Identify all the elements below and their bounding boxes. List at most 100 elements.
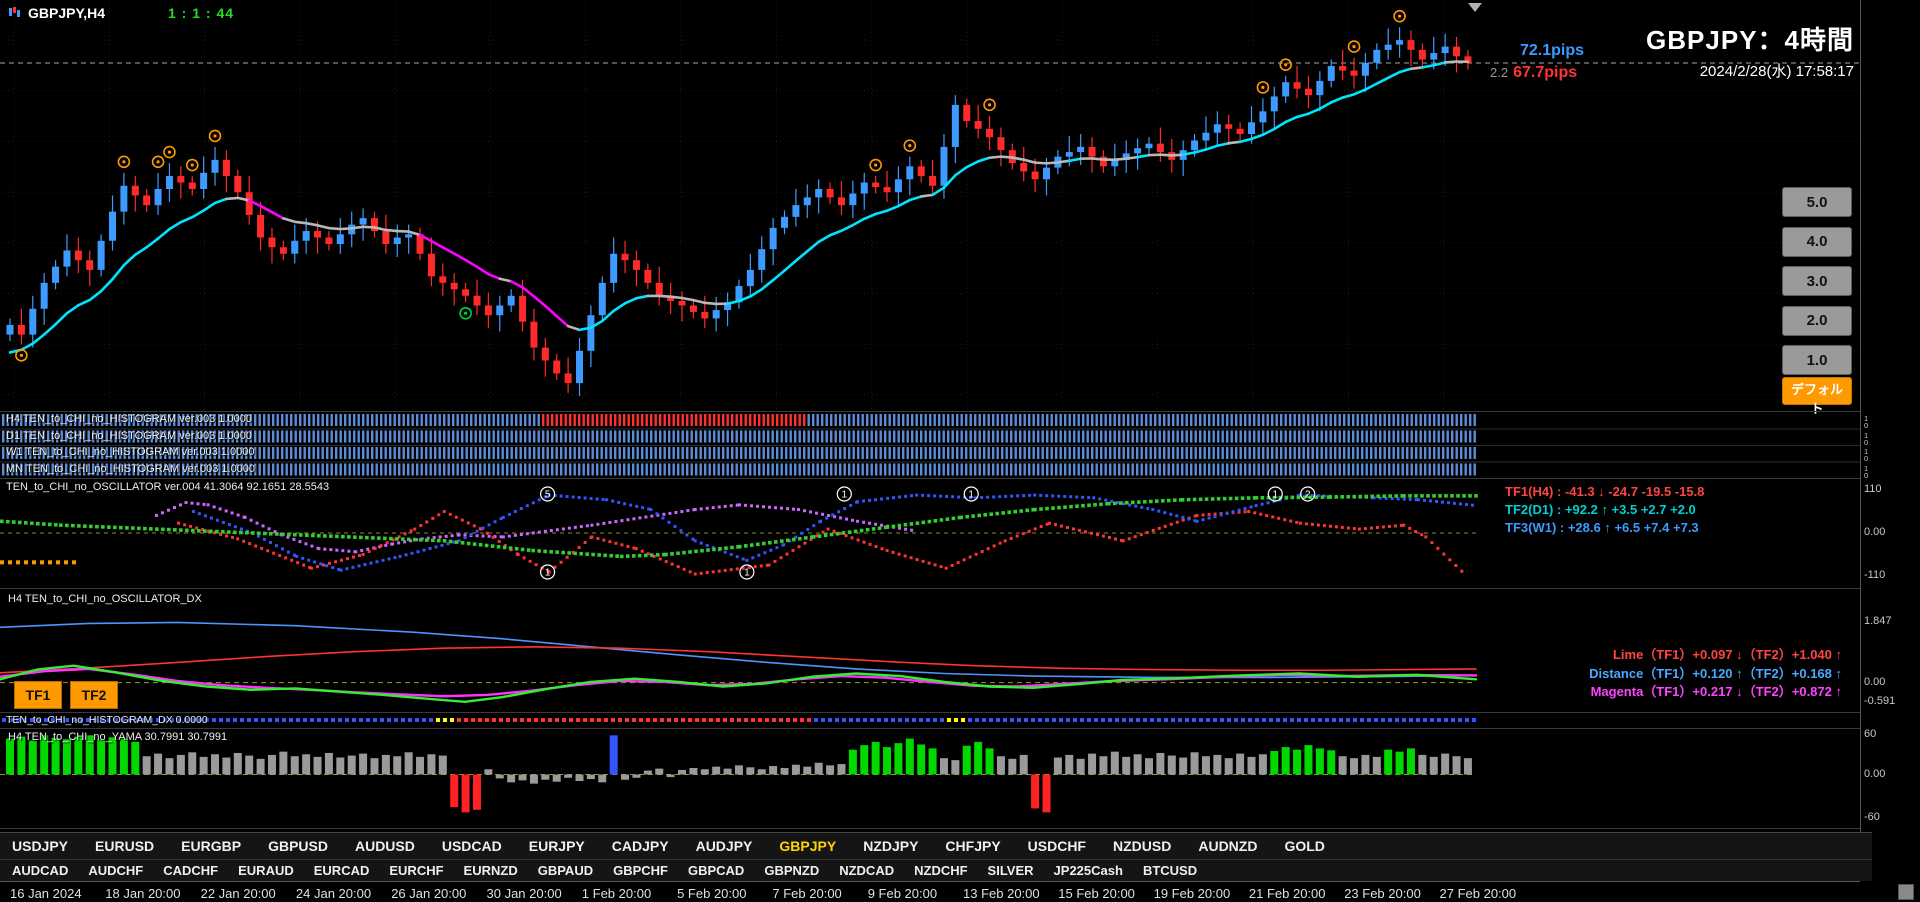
- level-button-3.0[interactable]: 3.0: [1782, 266, 1852, 296]
- symbol-tab-gbpcad[interactable]: GBPCAD: [687, 863, 745, 878]
- symbol-tab-nzdchf[interactable]: NZDCHF: [914, 863, 968, 878]
- oscillator-panel[interactable]: 5 1 1 1 1 1 2: [0, 479, 1860, 587]
- symbol-tab-jp225cash[interactable]: JP225Cash: [1053, 863, 1123, 878]
- symbol-tab-eurjpy[interactable]: EURJPY: [528, 838, 585, 854]
- symbol-tab-eurgbp[interactable]: EURGBP: [181, 838, 242, 854]
- tf2-button[interactable]: TF2: [70, 681, 118, 709]
- symbol-period-text: GBPJPY,H4: [28, 5, 106, 21]
- symbol-tab-audusd[interactable]: AUDUSD: [354, 838, 415, 854]
- symbol-tab-audcad[interactable]: AUDCAD: [12, 863, 69, 878]
- signal-marker: [903, 139, 917, 152]
- symbol-tab-usdjpy[interactable]: USDJPY: [12, 838, 69, 854]
- signal-marker: [1347, 40, 1361, 53]
- histogram-row-4: [2, 463, 1476, 476]
- cycle-number-circle: [1267, 486, 1283, 502]
- histogram-dx-strip[interactable]: [0, 714, 1860, 727]
- level-button-1.0[interactable]: 1.0: [1782, 345, 1852, 375]
- price-axis[interactable]: 190.850190.070189.270188.495187.715186.9…: [1860, 0, 1920, 411]
- panel-separator: [0, 828, 1860, 829]
- level-button-5.0[interactable]: 5.0: [1782, 187, 1852, 217]
- subwindow-axis-label: 1: [1864, 463, 1869, 473]
- subwindow-axis-label: 0.00: [1864, 526, 1886, 538]
- yama-label: H4 TEN_to_CHI_no_YAMA 30.7991 30.7991: [8, 731, 228, 743]
- signal-marker: [1393, 9, 1406, 23]
- oscillator-series-green: [0, 494, 1478, 559]
- subwindow-axis-label: 0: [1864, 470, 1869, 480]
- symbol-tabs-row2: AUDCAD AUDCHF CADCHF EURAUD EURCAD EURCHF EURN…: [0, 859, 1872, 881]
- candles: [6, 27, 1472, 397]
- date-axis-label: 24 Jan 20:00: [295, 886, 372, 901]
- symbol-tab-audchf[interactable]: AUDCHF: [88, 863, 144, 878]
- symbol-tab-silver[interactable]: SILVER: [987, 863, 1034, 878]
- subwindow-axis-label: 0: [1864, 421, 1869, 430]
- symbol-tab-gbpusd[interactable]: GBPUSD: [268, 838, 328, 854]
- symbol-tab-euraud[interactable]: EURAUD: [238, 863, 294, 878]
- histogram-rows-panel[interactable]: [0, 412, 1860, 478]
- symbol-tab-eurcad[interactable]: EURCAD: [313, 863, 370, 878]
- oscillator-readout: TF3(W1) : +28.6 ↑ +6.5 +7.4 +7.3: [1505, 520, 1699, 535]
- symbol-tab-btcusd[interactable]: BTCUSD: [1142, 863, 1198, 878]
- default-button[interactable]: デフォルト: [1782, 377, 1852, 416]
- symbol-tab-eurusd[interactable]: EURUSD: [95, 838, 155, 854]
- symbol-tab-cadchf[interactable]: CADCHF: [163, 863, 219, 878]
- spread-label: 2.2: [1490, 65, 1509, 80]
- symbol-tab-usdcad[interactable]: USDCAD: [441, 838, 502, 854]
- symbol-tab-gbpnzd[interactable]: GBPNZD: [764, 863, 820, 878]
- symbol-tab-eurnzd[interactable]: EURNZD: [463, 863, 518, 878]
- date-axis-label: 22 Jan 20:00: [200, 886, 276, 901]
- panel-separator[interactable]: [0, 728, 1860, 729]
- date-axis-label: 18 Jan 20:00: [105, 886, 181, 901]
- date-axis-label: 30 Jan 20:00: [486, 886, 562, 901]
- chart-shift-marker[interactable]: [1468, 3, 1482, 12]
- date-axis[interactable]: 16 Jan 2024 18 Jan 20:00 22 Jan 20:00 24 Ja…: [0, 881, 1860, 902]
- dx-line-red: [0, 646, 1477, 674]
- symbol-tab-chfjpy[interactable]: CHFJPY: [945, 838, 1001, 854]
- symbol-tab-nzdusd[interactable]: NZDUSD: [1113, 838, 1172, 854]
- chart-icon: [8, 5, 22, 21]
- histogram-row4-label: MN TEN_to_CHI_no_HISTOGRAM ver.003 1.000…: [6, 463, 256, 475]
- level-button-2.0[interactable]: 2.0: [1782, 305, 1852, 336]
- symbol-tab-cadjpy[interactable]: CADJPY: [611, 838, 669, 854]
- symbol-tab-audjpy[interactable]: AUDJPY: [695, 838, 753, 854]
- datetime-label: 2024/2/28(水) 17:58:17: [1699, 63, 1854, 80]
- tf1-button[interactable]: TF1: [14, 681, 62, 709]
- symbol-tab-eurchf[interactable]: EURCHF: [389, 863, 444, 878]
- level-button-4.0[interactable]: 4.0: [1782, 226, 1852, 257]
- signal-marker: [1256, 81, 1270, 94]
- symbol-tab-gbpjpy[interactable]: GBPJPY: [779, 838, 837, 854]
- symbol-tab-nzdjpy[interactable]: NZDJPY: [863, 838, 919, 854]
- panel-separator[interactable]: [0, 588, 1860, 589]
- symbol-tab-gold[interactable]: GOLD: [1284, 838, 1325, 854]
- subwindow-axes: 1 0 1 0 1 0 1 0 110 0.00 -110 1.847 0.00 -0.591 60 0.00…: [1860, 411, 1920, 831]
- resize-grip[interactable]: [1898, 884, 1914, 900]
- panel-separator[interactable]: [0, 712, 1860, 713]
- oscillator-dx-label: H4 TEN_to_CHI_no_OSCILLATOR_DX: [8, 593, 202, 605]
- grid: [0, 0, 1860, 411]
- date-axis-label: 21 Feb 20:00: [1248, 886, 1326, 901]
- symbol-tab-nzdcad[interactable]: NZDCAD: [839, 863, 895, 878]
- panel-separator[interactable]: [0, 411, 1860, 412]
- subwindow-axis-label: -0.591: [1864, 695, 1896, 707]
- dx-readout: Distance（TF1）+0.120 ↑（TF2）+0.168 ↑: [1589, 665, 1842, 681]
- svg-text:2: 2: [1305, 490, 1311, 501]
- main-candlestick-chart[interactable]: [0, 0, 1860, 411]
- symbol-tab-gbpchf[interactable]: GBPCHF: [613, 863, 668, 878]
- signal-markers: [15, 9, 1406, 362]
- oscillator-series-orange: [0, 560, 76, 565]
- oscillator-dx-panel[interactable]: [0, 590, 1860, 711]
- symbol-tabs-row1: USDJPY EURUSD EURGBP GBPUSD AUDUSD USDCAD EURJ…: [0, 832, 1872, 859]
- symbol-tab-audnzd[interactable]: AUDNZD: [1198, 838, 1258, 854]
- signal-marker: [1279, 58, 1292, 72]
- symbol-tab-gbpaud[interactable]: GBPAUD: [537, 863, 594, 878]
- subwindow-axis-label: 0: [1864, 437, 1869, 447]
- yama-histogram-panel[interactable]: [0, 729, 1860, 828]
- signal-marker: [869, 158, 882, 172]
- symbol-tab-usdchf[interactable]: USDCHF: [1027, 838, 1086, 854]
- signal-marker: [163, 145, 176, 159]
- dx-line-lime: [0, 664, 1478, 703]
- cycle-number-circle: [739, 564, 755, 580]
- svg-text:1: 1: [968, 490, 974, 501]
- signal-marker: [15, 349, 28, 362]
- panel-separator[interactable]: [0, 478, 1860, 479]
